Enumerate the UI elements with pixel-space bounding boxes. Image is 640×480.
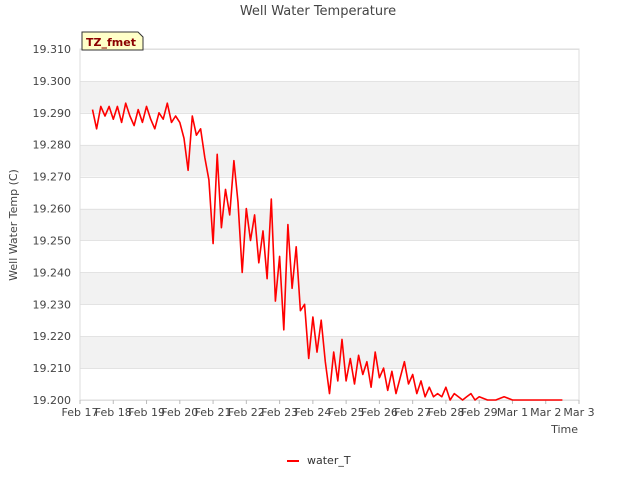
tz-badge-label: TZ_fmet bbox=[86, 36, 136, 49]
x-tick-label: Feb 22 bbox=[228, 406, 265, 419]
x-tick-label: Feb 24 bbox=[294, 406, 331, 419]
x-tick-label: Feb 17 bbox=[62, 406, 99, 419]
y-tick-label: 19.280 bbox=[33, 139, 72, 152]
y-tick-label: 19.220 bbox=[33, 330, 72, 343]
y-tick-label: 19.210 bbox=[33, 362, 72, 375]
x-tick-label: Feb 20 bbox=[161, 406, 198, 419]
plot-area-frame bbox=[79, 48, 580, 401]
series-layer bbox=[91, 102, 563, 401]
tz-badge: TZ_fmet bbox=[81, 31, 144, 51]
y-tick-label: 19.270 bbox=[33, 171, 72, 184]
y-tick-label: 19.300 bbox=[33, 75, 72, 88]
x-tick-label: Mar 1 bbox=[497, 406, 528, 419]
x-tick-label: Feb 26 bbox=[361, 406, 398, 419]
x-tick-label: Mar 2 bbox=[530, 406, 561, 419]
x-tick-label: Feb 28 bbox=[427, 406, 464, 419]
y-tick-label: 19.250 bbox=[33, 234, 72, 247]
x-tick-label: Mar 3 bbox=[563, 406, 594, 419]
x-tick-label: Feb 27 bbox=[394, 406, 431, 419]
grid-band bbox=[80, 336, 579, 369]
y-axis-label: Well Water Temp (C) bbox=[7, 169, 20, 281]
grid-band bbox=[80, 272, 579, 305]
x-tick-label: Feb 25 bbox=[328, 406, 365, 419]
grid-band bbox=[80, 144, 579, 177]
series-line-water-t bbox=[91, 102, 563, 401]
y-tick-label: 19.310 bbox=[33, 43, 72, 56]
y-tick-label: 19.290 bbox=[33, 107, 72, 120]
x-axis-label: Time bbox=[550, 423, 578, 436]
y-axis-ticks: 19.200 19.210 19.220 19.230 19.240 19.250 19.2… bbox=[33, 43, 72, 407]
x-tick-label: Feb 19 bbox=[128, 406, 165, 419]
y-tick-label: 19.240 bbox=[33, 266, 72, 279]
x-tick-label: Feb 21 bbox=[195, 406, 232, 419]
plot-background-bands bbox=[80, 49, 579, 401]
x-tick-label: Feb 23 bbox=[261, 406, 298, 419]
grid-band bbox=[80, 80, 579, 113]
chart-title: Well Water Temperature bbox=[240, 4, 396, 19]
y-tick-label: 19.200 bbox=[33, 394, 72, 407]
x-tick-label: Feb 18 bbox=[95, 406, 132, 419]
x-tick-label: Feb 29 bbox=[461, 406, 498, 419]
grid-band bbox=[80, 208, 579, 241]
y-tick-label: 19.260 bbox=[33, 203, 72, 216]
legend-label-water-t: water_T bbox=[307, 454, 351, 467]
y-tick-label: 19.230 bbox=[33, 298, 72, 311]
legend: water_T bbox=[287, 454, 351, 467]
